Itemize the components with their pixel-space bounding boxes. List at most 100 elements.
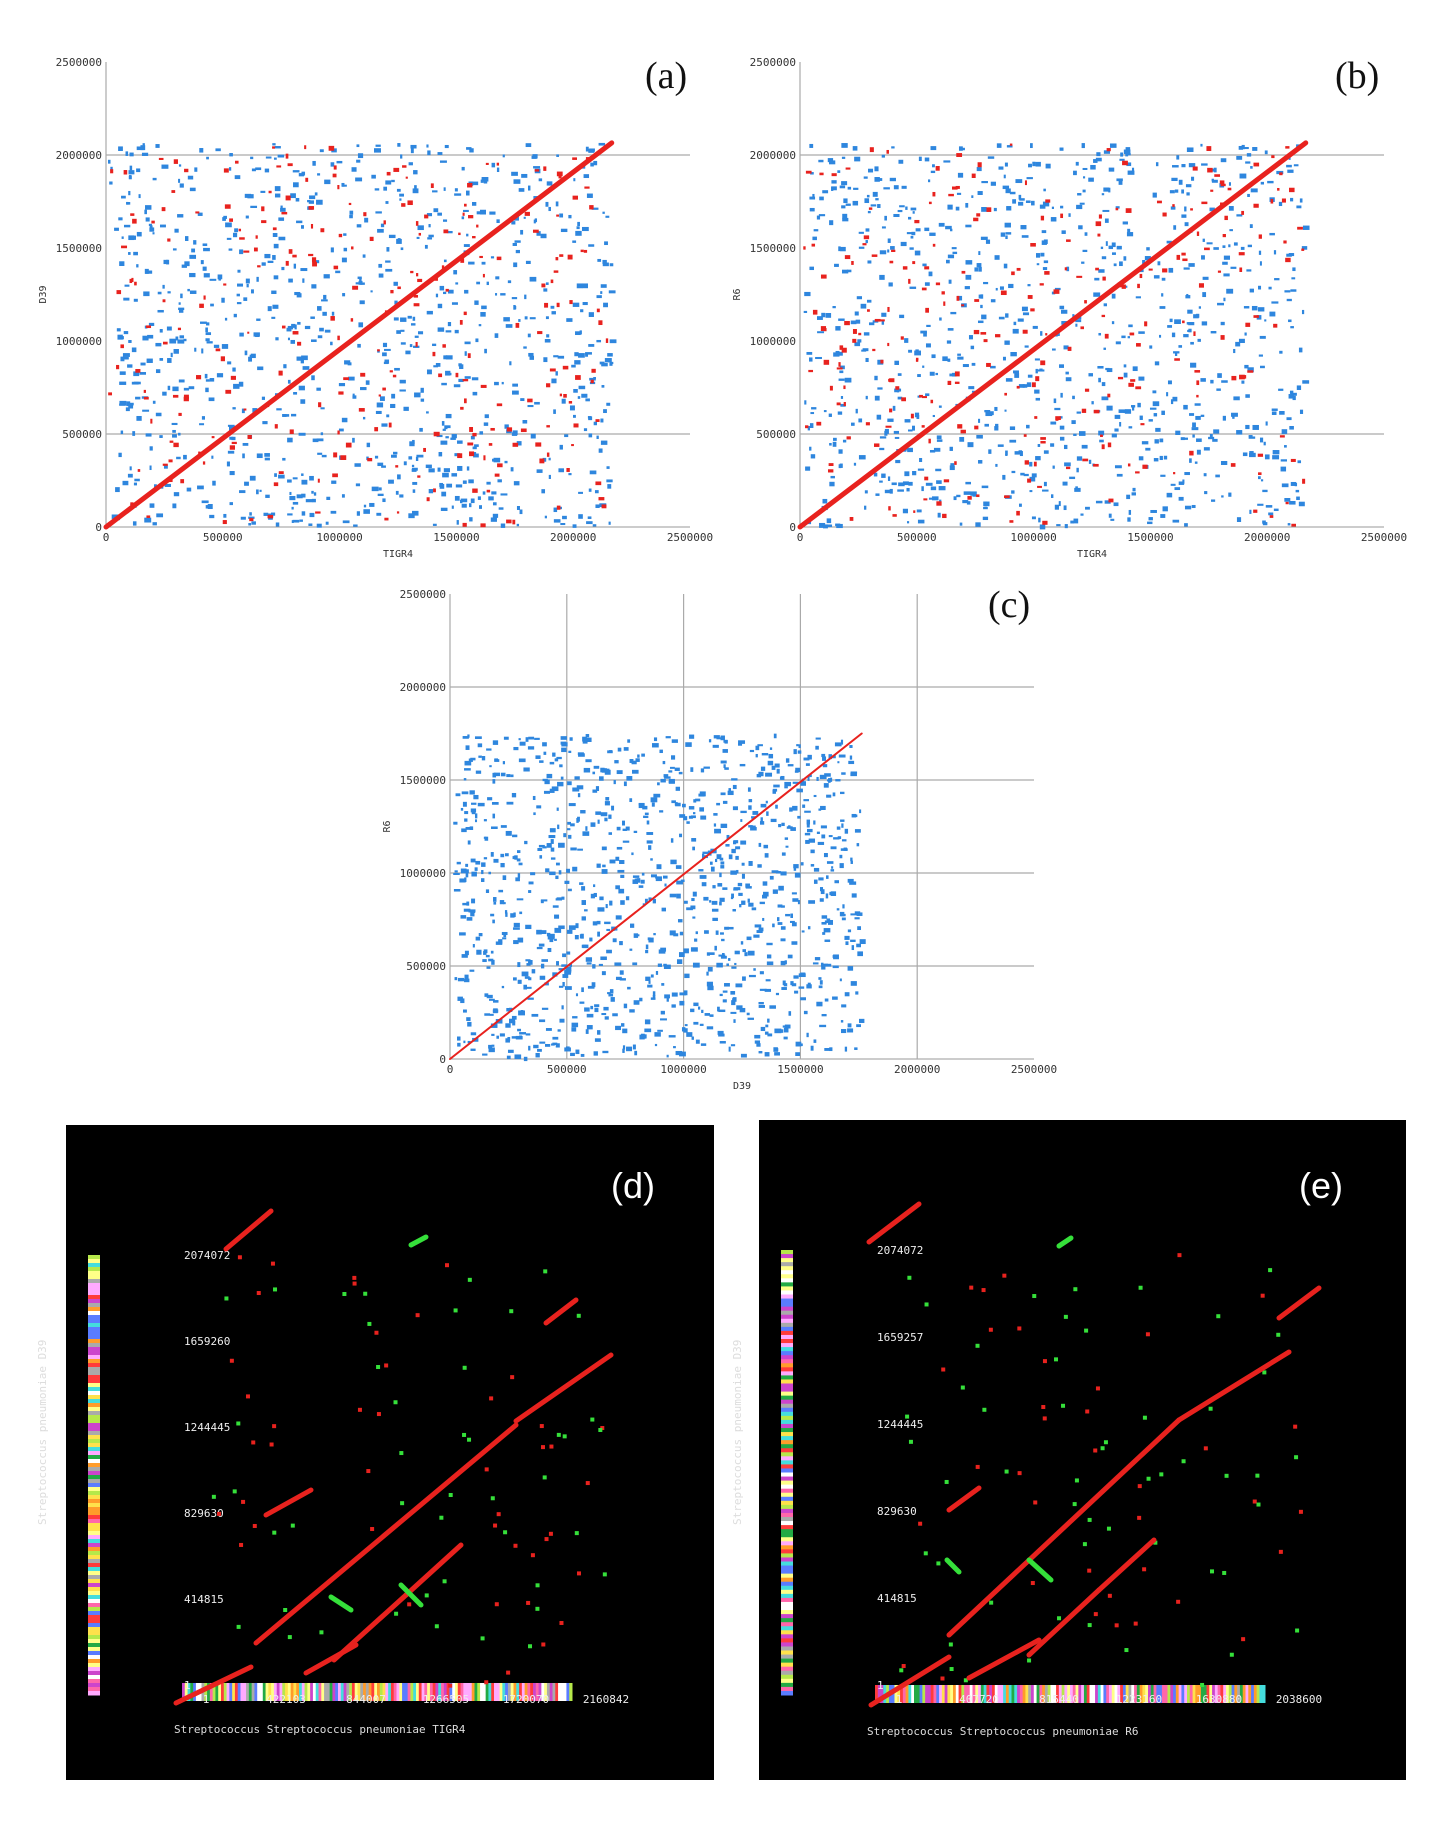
match-point: [954, 381, 960, 384]
match-point: [782, 1025, 787, 1028]
annotation-band: [88, 1651, 100, 1656]
match-point: [468, 479, 474, 484]
match-point: [1054, 504, 1059, 510]
match-point: [777, 1029, 784, 1033]
alignment-segment: [263, 1487, 314, 1518]
annotation-band: [1178, 1685, 1182, 1703]
match-point: [532, 229, 539, 233]
match-point: [160, 224, 166, 228]
annotation-band: [88, 1563, 100, 1568]
match-point: [464, 974, 469, 980]
match-point: [357, 1407, 362, 1412]
match-point: [152, 522, 157, 526]
match-point: [692, 846, 696, 851]
match-point: [337, 335, 340, 341]
match-point: [376, 512, 382, 516]
match-point: [1159, 455, 1163, 461]
match-point: [1107, 1593, 1112, 1598]
match-point: [512, 442, 519, 447]
match-point: [229, 445, 235, 450]
match-point: [708, 739, 712, 743]
match-point: [574, 934, 579, 940]
match-point: [679, 1051, 686, 1057]
match-point: [536, 231, 541, 236]
match-point: [806, 1032, 809, 1038]
match-point: [952, 251, 958, 255]
match-point: [478, 933, 483, 937]
match-point: [385, 268, 393, 272]
match-point: [695, 931, 698, 935]
match-point: [273, 275, 279, 280]
match-point: [424, 214, 429, 219]
match-point: [453, 1308, 458, 1313]
match-point: [855, 319, 861, 324]
annotation-band: [282, 1683, 286, 1701]
match-point: [493, 858, 499, 863]
match-point: [563, 833, 567, 838]
match-point: [559, 764, 563, 768]
match-point: [324, 179, 331, 185]
match-point: [1181, 214, 1187, 218]
match-point: [1271, 155, 1275, 159]
match-point: [161, 164, 169, 169]
match-point: [162, 463, 168, 466]
match-point: [351, 246, 354, 250]
match-point: [267, 260, 274, 263]
match-point: [480, 179, 484, 183]
match-point: [171, 190, 176, 193]
match-point: [156, 513, 164, 518]
match-point: [761, 894, 768, 899]
match-point: [580, 309, 584, 313]
match-point: [600, 956, 607, 961]
match-point: [500, 293, 506, 296]
match-point: [486, 281, 489, 286]
annotation-band: [218, 1683, 222, 1701]
match-point: [287, 325, 294, 330]
match-point: [965, 260, 973, 265]
match-point: [1097, 365, 1104, 369]
match-point: [753, 934, 760, 938]
y-tick-label: 1244445: [184, 1421, 230, 1434]
match-point: [848, 760, 855, 765]
match-point: [461, 828, 467, 833]
match-point: [548, 474, 551, 479]
match-point: [909, 286, 917, 289]
match-point: [441, 382, 447, 386]
match-point: [550, 279, 554, 284]
match-point: [528, 1045, 531, 1051]
match-point: [500, 862, 505, 868]
annotation-band: [88, 1287, 100, 1292]
match-point: [451, 302, 458, 305]
annotation-band: [1159, 1685, 1163, 1703]
match-point: [1242, 146, 1249, 150]
match-point: [1103, 150, 1111, 154]
match-point: [1127, 517, 1131, 522]
match-point: [260, 190, 266, 193]
match-point: [730, 991, 736, 995]
match-point: [1118, 180, 1123, 185]
match-point: [1223, 297, 1226, 302]
match-point: [589, 377, 596, 381]
match-point: [688, 815, 693, 819]
match-point: [1103, 187, 1110, 192]
match-point: [152, 232, 155, 235]
annotation-band: [190, 1683, 194, 1701]
match-point: [512, 834, 518, 838]
match-point: [588, 416, 593, 421]
match-point: [881, 154, 885, 158]
match-point: [879, 436, 887, 439]
match-point: [888, 506, 891, 511]
match-point: [1002, 1273, 1007, 1278]
match-point: [660, 1018, 667, 1021]
match-point: [1043, 481, 1047, 487]
match-point: [145, 205, 152, 210]
match-point: [1191, 176, 1195, 181]
match-point: [1138, 1285, 1143, 1290]
match-point: [1023, 434, 1027, 437]
match-point: [184, 261, 190, 267]
match-point: [131, 277, 134, 283]
match-point: [571, 364, 576, 368]
match-point: [915, 357, 919, 361]
match-point: [1296, 385, 1302, 390]
match-point: [562, 981, 565, 987]
